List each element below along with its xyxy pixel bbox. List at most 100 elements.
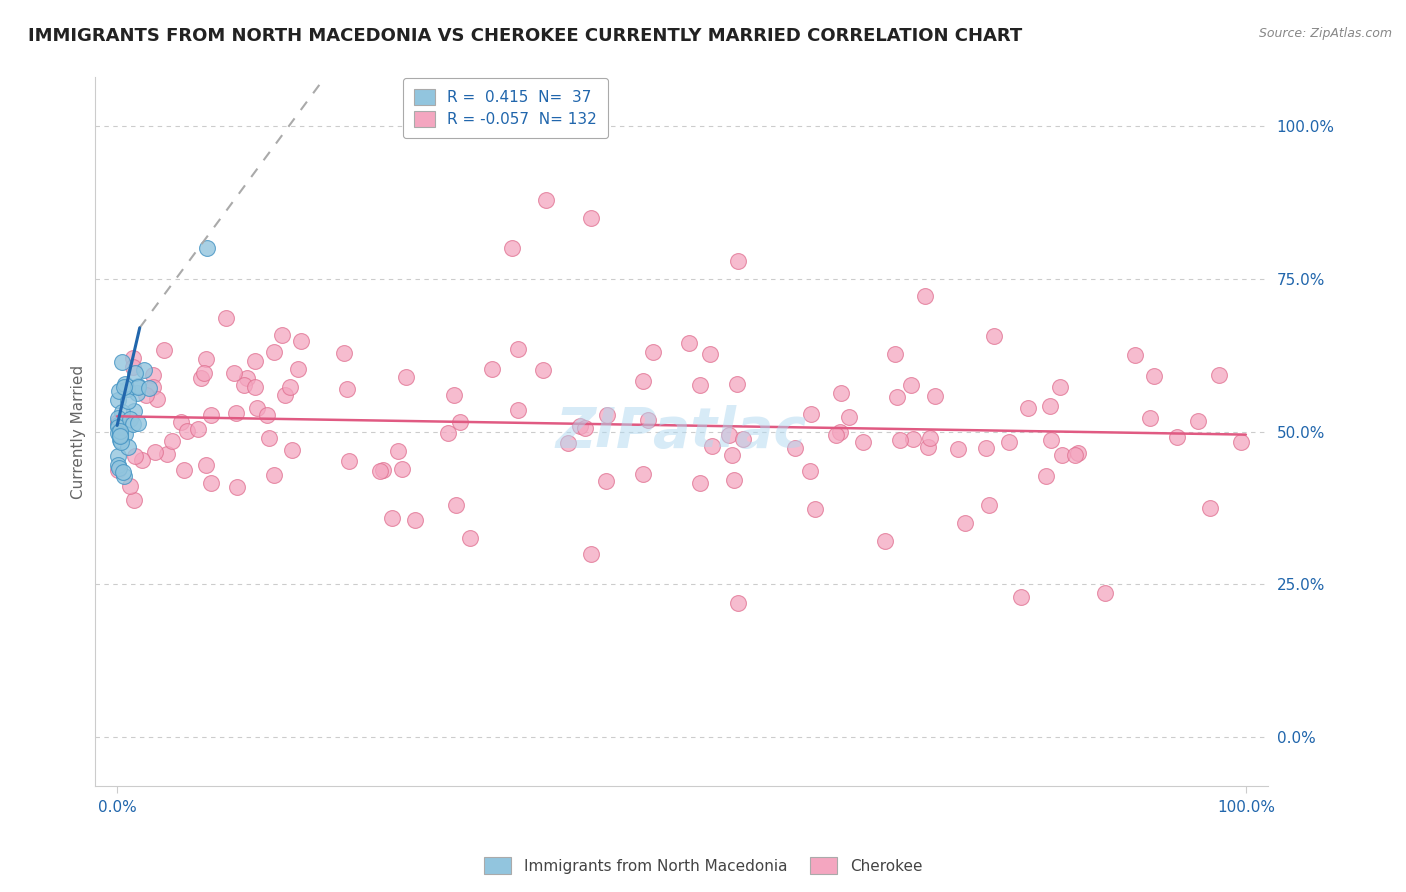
Point xyxy=(1067,446,1090,460)
Point xyxy=(579,211,602,225)
Point xyxy=(117,394,139,409)
Point xyxy=(274,387,297,401)
Point xyxy=(127,380,149,394)
Point xyxy=(830,386,852,401)
Point xyxy=(1039,434,1062,448)
Point xyxy=(917,440,939,454)
Point xyxy=(111,465,134,479)
Point xyxy=(1039,399,1062,413)
Point xyxy=(574,420,596,434)
Point xyxy=(195,458,218,473)
Point xyxy=(637,413,659,427)
Point xyxy=(391,462,413,476)
Legend: R =  0.415  N=  37, R = -0.057  N= 132: R = 0.415 N= 37, R = -0.057 N= 132 xyxy=(404,78,607,138)
Point xyxy=(173,463,195,477)
Point xyxy=(124,366,146,380)
Point xyxy=(852,435,875,450)
Point xyxy=(983,328,1005,343)
Point xyxy=(263,344,285,359)
Point xyxy=(153,343,176,358)
Point xyxy=(336,382,359,396)
Point xyxy=(125,385,148,400)
Point xyxy=(114,376,136,391)
Point xyxy=(689,476,711,491)
Point xyxy=(114,426,136,441)
Y-axis label: Currently Married: Currently Married xyxy=(72,365,86,499)
Text: IMMIGRANTS FROM NORTH MACEDONIA VS CHEROKEE CURRENTLY MARRIED CORRELATION CHART: IMMIGRANTS FROM NORTH MACEDONIA VS CHERO… xyxy=(28,27,1022,45)
Legend: Immigrants from North Macedonia, Cherokee: Immigrants from North Macedonia, Cheroke… xyxy=(478,851,928,880)
Point xyxy=(1208,368,1230,382)
Point xyxy=(194,351,217,366)
Point xyxy=(381,510,404,524)
Point xyxy=(112,379,135,393)
Point xyxy=(884,347,907,361)
Point xyxy=(886,391,908,405)
Point xyxy=(263,467,285,482)
Point xyxy=(142,380,165,394)
Point xyxy=(122,417,145,432)
Point xyxy=(243,353,266,368)
Point xyxy=(946,442,969,456)
Point xyxy=(953,516,976,530)
Point xyxy=(998,435,1021,450)
Point xyxy=(979,498,1001,512)
Point xyxy=(733,432,755,446)
Point xyxy=(641,345,664,359)
Point xyxy=(110,428,132,442)
Point xyxy=(107,417,129,432)
Point xyxy=(924,389,946,403)
Point xyxy=(122,360,145,375)
Point xyxy=(107,463,129,477)
Point xyxy=(531,363,554,377)
Point xyxy=(443,388,465,402)
Point xyxy=(259,431,281,445)
Point xyxy=(873,534,896,549)
Point xyxy=(803,502,825,516)
Point xyxy=(256,408,278,422)
Point xyxy=(596,408,619,422)
Point xyxy=(120,479,142,493)
Point xyxy=(287,361,309,376)
Point xyxy=(371,463,394,477)
Point xyxy=(785,441,807,455)
Point xyxy=(132,363,155,377)
Point xyxy=(838,410,860,425)
Point xyxy=(200,476,222,491)
Point xyxy=(828,425,851,439)
Point xyxy=(404,513,426,527)
Point xyxy=(187,422,209,436)
Point xyxy=(222,367,245,381)
Point xyxy=(117,441,139,455)
Point xyxy=(1035,468,1057,483)
Point xyxy=(506,342,529,356)
Point xyxy=(246,401,269,416)
Point xyxy=(146,392,169,407)
Point xyxy=(107,420,129,434)
Point xyxy=(156,447,179,461)
Point xyxy=(107,426,129,441)
Point xyxy=(108,460,131,475)
Point xyxy=(368,464,391,478)
Point xyxy=(112,468,135,483)
Point xyxy=(226,480,249,494)
Point xyxy=(122,351,145,366)
Point xyxy=(197,241,219,255)
Point xyxy=(1049,380,1071,394)
Point xyxy=(579,547,602,561)
Point xyxy=(1094,586,1116,600)
Point xyxy=(120,412,142,426)
Point xyxy=(974,441,997,455)
Point xyxy=(678,336,700,351)
Point xyxy=(108,434,131,448)
Point xyxy=(1143,368,1166,383)
Point xyxy=(115,382,138,396)
Point xyxy=(437,425,460,440)
Point xyxy=(271,328,294,343)
Point xyxy=(1166,429,1188,443)
Point xyxy=(278,380,301,394)
Point xyxy=(633,374,655,388)
Point xyxy=(110,434,132,449)
Point xyxy=(107,411,129,425)
Point xyxy=(124,450,146,464)
Point xyxy=(232,377,254,392)
